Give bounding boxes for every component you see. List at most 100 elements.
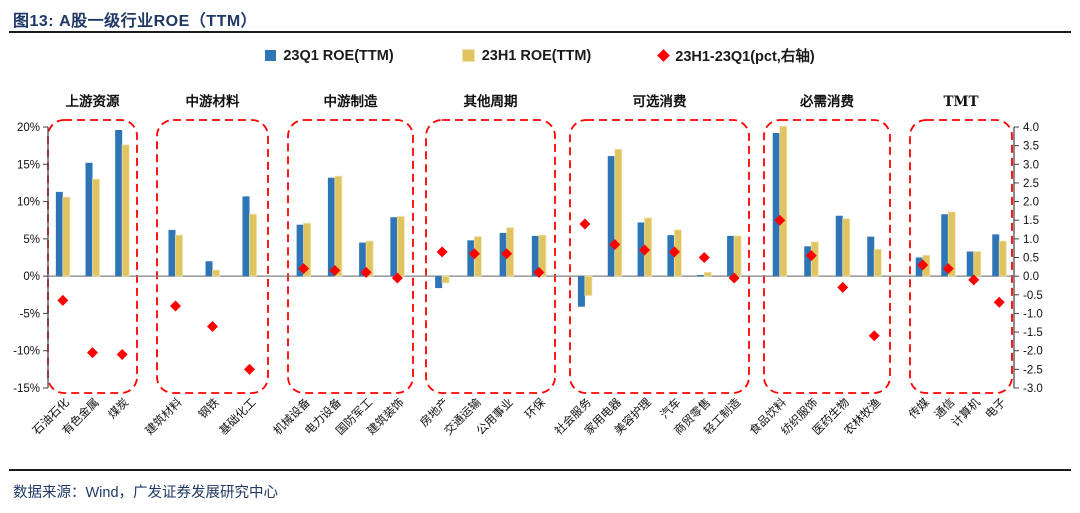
bar-23q1: [168, 229, 176, 277]
right-axis-tick-label: -0.5: [1023, 290, 1043, 302]
bar-23h1: [249, 213, 257, 277]
bar-23q1: [242, 196, 250, 277]
industry-label: 环保: [522, 395, 549, 422]
diff-diamond: [774, 214, 786, 226]
bar-23q1: [577, 276, 585, 307]
left-axis-tick-label: -5%: [20, 308, 40, 320]
right-axis-tick-label: -3.0: [1023, 383, 1043, 395]
diff-diamond: [468, 248, 480, 260]
bar-23h1: [303, 222, 312, 277]
diff-diamond: [805, 250, 817, 262]
diff-diamond: [501, 248, 513, 260]
bar-23h1: [733, 235, 742, 277]
right-axis-tick-label: -2.0: [1023, 346, 1043, 358]
bar-23q1: [966, 251, 974, 277]
industry-label: 计算机: [949, 395, 984, 430]
bar-23h1: [365, 240, 374, 277]
bar-23h1: [121, 144, 130, 277]
bar-23q1: [607, 156, 615, 277]
group-box: [156, 119, 269, 394]
right-axis-tick-label: -1.5: [1023, 327, 1043, 339]
group-label: 必需消费: [799, 93, 854, 110]
right-axis-tick-label: -1.0: [1023, 308, 1043, 320]
bar-23h1: [441, 275, 450, 284]
group-label: 其他周期: [464, 93, 518, 110]
industry-label: 电子: [982, 395, 1008, 421]
diff-diamond: [57, 294, 69, 306]
group-label: 中游材料: [186, 93, 240, 110]
bar-23q1: [85, 162, 93, 277]
bar-23q1: [115, 129, 123, 277]
group-box: [909, 119, 1013, 394]
legend-item-23h1: 23H1 ROE(TTM): [461, 47, 592, 64]
diff-diamond: [942, 263, 954, 275]
diff-diamond: [868, 330, 880, 342]
bar-23h1: [614, 148, 623, 277]
industry-label: 建筑材料: [142, 395, 185, 438]
bar-23q1: [867, 236, 875, 277]
group-box: [569, 119, 750, 394]
diff-diamond: [917, 259, 929, 271]
bar-23h1: [62, 196, 71, 277]
industry-label: 煤炭: [105, 395, 131, 421]
bar-23h1: [779, 125, 788, 277]
industry-label: 汽车: [657, 395, 683, 421]
industry-label: 基础化工: [216, 395, 258, 437]
bar-23h1: [334, 175, 343, 277]
chart-legend: 23Q1 ROE(TTM) 23H1 ROE(TTM) 23H1-23Q1(pc…: [0, 45, 1080, 66]
bar-23q1: [205, 261, 213, 277]
bar-23h1: [396, 216, 405, 277]
bar-23h1: [584, 275, 593, 296]
right-axis-tick-label: 3.5: [1023, 141, 1039, 153]
diff-diamond: [207, 320, 218, 332]
bar-23q1: [992, 234, 1000, 277]
bar-23q1: [697, 275, 705, 277]
diff-diamond: [698, 252, 710, 263]
legend-label-23h1: 23H1 ROE(TTM): [481, 47, 592, 64]
left-axis-tick-label: 5%: [23, 234, 40, 246]
diff-diamond: [579, 218, 591, 230]
bar-23h1: [947, 211, 956, 277]
bar-23h1: [973, 251, 982, 277]
data-source: 数据来源：Wind，广发证券发展研究中心: [13, 485, 279, 501]
right-axis-tick-label: 2.5: [1023, 178, 1039, 190]
bar-23q1: [804, 246, 812, 277]
left-axis-tick-label: -15%: [13, 383, 40, 395]
bar-23q1: [941, 214, 949, 277]
industry-label: 传媒: [906, 395, 933, 422]
bar-23q1: [296, 224, 304, 277]
bar-23q1: [467, 240, 475, 277]
right-axis-tick-label: -2.5: [1023, 364, 1043, 376]
h1-series-swatch-icon: [461, 49, 475, 62]
footer-divider: [9, 469, 1071, 471]
bar-23q1: [435, 276, 443, 289]
diff-diamond: [968, 274, 980, 286]
right-axis-tick-label: 0.5: [1023, 253, 1039, 265]
diff-diamond: [170, 300, 181, 312]
diff-diamond: [329, 265, 341, 277]
industry-label: 钢铁: [195, 395, 222, 422]
legend-label-diff: 23H1-23Q1(pct,右轴): [675, 49, 815, 65]
group-label: 可选消费: [633, 93, 687, 110]
diff-diamond: [609, 238, 621, 250]
legend-item-diff: 23H1-23Q1(pct,右轴): [657, 45, 815, 66]
bar-23q1: [531, 235, 539, 277]
right-axis-tick-label: 4.0: [1023, 122, 1039, 134]
diff-diamond: [244, 363, 255, 375]
bar-23h1: [703, 272, 712, 277]
diff-diamond: [360, 266, 372, 278]
bar-23h1: [538, 234, 547, 277]
bar-23h1: [175, 234, 183, 277]
left-axis-tick-label: 15%: [17, 159, 40, 171]
bar-23q1: [390, 217, 398, 277]
diff-diamond: [837, 281, 849, 293]
left-axis-tick-label: 0%: [23, 271, 40, 283]
left-axis-tick-label: 10%: [17, 197, 40, 209]
left-axis-tick-label: -10%: [13, 346, 40, 358]
bar-23q1: [835, 215, 843, 277]
bar-23h1: [873, 248, 882, 277]
group-label: TMT: [943, 94, 978, 110]
right-axis-tick-label: 3.0: [1023, 159, 1039, 171]
diff-diamond: [436, 246, 448, 258]
